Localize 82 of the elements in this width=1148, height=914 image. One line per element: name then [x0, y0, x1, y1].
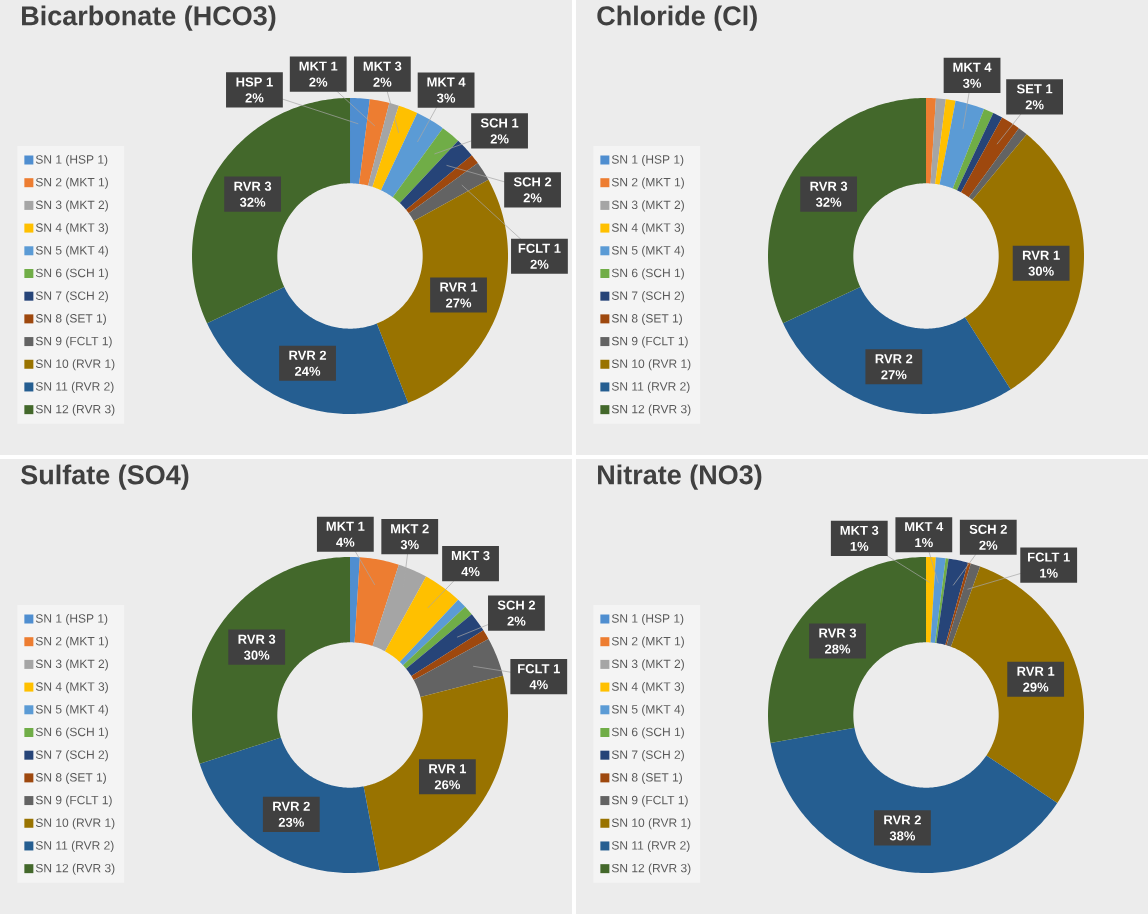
- legend-label: SN 10 (RVR 1): [35, 359, 115, 371]
- legend-label: SN 1 (HSP 1): [611, 154, 684, 167]
- legend-label: SN 6 (SCH 1): [611, 268, 684, 280]
- data-label: SET 1 2%: [1016, 84, 1053, 110]
- legend-label: SN 5 (MKT 4): [611, 245, 684, 257]
- legend-label: SN 6 (SCH 1): [35, 268, 108, 280]
- data-label: MKT 1 4%: [326, 521, 365, 547]
- legend-label: SN 2 (MKT 1): [611, 636, 684, 648]
- legend-label: SN 4 (MKT 3): [35, 223, 108, 235]
- data-label: RVR 3 32%: [234, 181, 272, 207]
- data-label: SCH 2 2%: [969, 524, 1007, 550]
- legend-label: SN 9 (FCLT 1): [35, 795, 112, 807]
- data-label: RVR 3 32%: [810, 181, 848, 207]
- legend-label: SN 1 (HSP 1): [35, 613, 108, 626]
- chart-title: Sulfate (SO4): [21, 464, 189, 490]
- legend-label: SN 12 (RVR 3): [611, 404, 691, 416]
- data-label: SCH 2 2%: [513, 177, 552, 203]
- legend-label: SN 5 (MKT 4): [35, 245, 108, 257]
- data-label: MKT 1 2%: [299, 61, 338, 87]
- legend-label: SN 6 (SCH 1): [611, 727, 684, 739]
- data-label: SCH 2 2%: [497, 600, 536, 626]
- legend-label: SN 11 (RVR 2): [35, 840, 114, 853]
- data-label: RVR 1 29%: [1017, 666, 1055, 692]
- data-label: RVR 1 26%: [429, 764, 467, 790]
- legend-label: SN 12 (RVR 3): [35, 404, 115, 416]
- legend-label: SN 8 (SET 1): [35, 313, 106, 325]
- legend-label: SN 2 (MKT 1): [35, 636, 108, 648]
- legend-label: SN 9 (FCLT 1): [35, 336, 112, 348]
- data-label: SCH 1 2%: [480, 118, 519, 144]
- legend-label: SN 3 (MKT 2): [35, 200, 108, 212]
- data-label: MKT 4 3%: [953, 62, 992, 88]
- legend-label: SN 10 (RVR 1): [35, 818, 115, 830]
- data-label: FCLT 1 2%: [518, 243, 561, 269]
- data-label: MKT 2 3%: [391, 524, 429, 550]
- legend-label: SN 4 (MKT 3): [611, 682, 684, 694]
- data-label: RVR 1 30%: [1022, 250, 1060, 276]
- legend-label: SN 3 (MKT 2): [611, 659, 684, 671]
- data-label: FCLT 1 1%: [1028, 552, 1070, 578]
- data-label: RVR 2 24%: [289, 350, 327, 376]
- legend-label: SN 3 (MKT 2): [611, 200, 684, 212]
- legend-label: SN 3 (MKT 2): [35, 659, 108, 671]
- legend-label: SN 1 (HSP 1): [35, 154, 108, 167]
- legend-label: SN 7 (SCH 2): [35, 750, 108, 762]
- chart-title: Nitrate (NO3): [598, 464, 762, 490]
- legend-label: SN 2 (MKT 1): [611, 177, 684, 189]
- data-label: MKT 4 1%: [905, 522, 944, 548]
- data-label: RVR 2 23%: [273, 801, 310, 827]
- data-label: HSP 1 2%: [236, 77, 273, 103]
- legend-label: SN 7 (SCH 2): [611, 291, 684, 303]
- legend-label: SN 12 (RVR 3): [611, 863, 691, 875]
- chart-title: Chloride (Cl): [597, 5, 757, 31]
- legend-label: SN 8 (SET 1): [611, 313, 682, 325]
- legend-label: SN 12 (RVR 3): [35, 863, 115, 875]
- legend-label: SN 5 (MKT 4): [611, 704, 684, 716]
- data-label: FCLT 1 4%: [518, 664, 560, 690]
- legend-label: SN 4 (MKT 3): [611, 223, 684, 235]
- legend-label: SN 6 (SCH 1): [35, 727, 108, 739]
- legend-label: SN 1 (HSP 1): [611, 613, 684, 626]
- legend-label: SN 11 (RVR 2): [611, 381, 690, 394]
- legend-label: SN 9 (FCLT 1): [611, 795, 688, 807]
- legend-label: SN 5 (MKT 4): [35, 704, 108, 716]
- data-label: RVR 2 27%: [875, 354, 913, 380]
- legend-label: SN 4 (MKT 3): [35, 682, 108, 694]
- legend-label: SN 8 (SET 1): [611, 772, 682, 784]
- data-label: MKT 3 1%: [840, 525, 879, 551]
- legend-label: SN 11 (RVR 2): [35, 381, 114, 394]
- chart-title: Bicarbonate (HCO3): [22, 5, 276, 31]
- legend-label: SN 7 (SCH 2): [35, 291, 108, 303]
- legend-label: SN 8 (SET 1): [35, 772, 106, 784]
- data-label: RVR 3 28%: [819, 628, 857, 654]
- data-label: MKT 4 3%: [427, 77, 466, 103]
- data-label: MKT 3 2%: [363, 61, 402, 87]
- data-label: RVR 3 30%: [238, 634, 276, 660]
- legend-label: SN 10 (RVR 1): [611, 359, 691, 371]
- data-label: MKT 3 4%: [451, 550, 490, 577]
- legend-label: SN 2 (MKT 1): [35, 177, 108, 189]
- legend-label: SN 10 (RVR 1): [611, 818, 691, 830]
- legend-label: SN 9 (FCLT 1): [611, 336, 688, 348]
- legend-label: SN 11 (RVR 2): [611, 840, 690, 853]
- data-label: RVR 2 38%: [884, 815, 921, 841]
- data-label: RVR 1 27%: [440, 282, 478, 308]
- legend-label: SN 7 (SCH 2): [611, 750, 684, 762]
